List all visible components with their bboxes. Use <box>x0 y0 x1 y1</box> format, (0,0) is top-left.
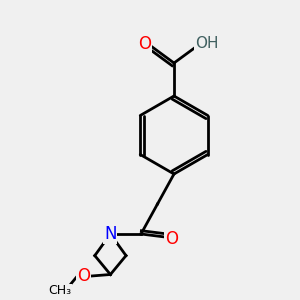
Text: N: N <box>104 225 117 243</box>
Text: O: O <box>138 35 152 53</box>
Text: O: O <box>77 267 90 285</box>
Text: O: O <box>165 230 178 248</box>
Text: OH: OH <box>195 36 219 51</box>
Text: CH₃: CH₃ <box>49 284 72 298</box>
